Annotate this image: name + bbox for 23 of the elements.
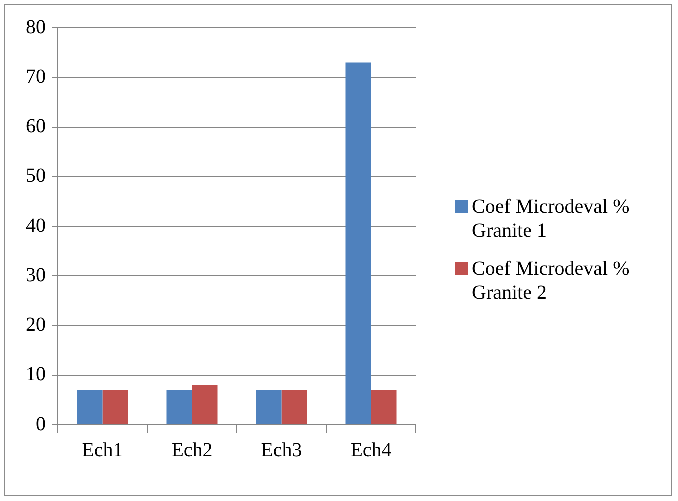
bar <box>192 385 218 424</box>
bar <box>282 390 308 424</box>
x-tick-label: Ech4 <box>350 439 392 462</box>
y-tick-label: 40 <box>26 214 46 237</box>
bar <box>371 390 397 424</box>
y-tick-label: 50 <box>26 165 46 188</box>
bar <box>346 62 372 424</box>
bar <box>77 390 103 424</box>
x-tick-label: Ech2 <box>172 439 213 462</box>
y-tick-label: 80 <box>26 16 46 38</box>
legend-label: Coef Microdeval % Granite 1 <box>472 195 631 243</box>
y-tick-label: 60 <box>26 116 46 138</box>
bar <box>256 390 282 424</box>
x-tick-label: Ech3 <box>261 439 302 462</box>
y-tick-label: 30 <box>26 264 46 286</box>
bar <box>102 390 128 424</box>
y-tick-label: 70 <box>26 66 46 88</box>
bar <box>166 390 192 424</box>
y-tick-label: 10 <box>26 364 46 386</box>
y-tick-label: 20 <box>26 314 46 336</box>
y-tick-label: 0 <box>36 413 46 436</box>
legend-label: Coef Microdeval % Granite 2 <box>472 257 631 305</box>
x-tick-label: Ech1 <box>82 439 124 462</box>
